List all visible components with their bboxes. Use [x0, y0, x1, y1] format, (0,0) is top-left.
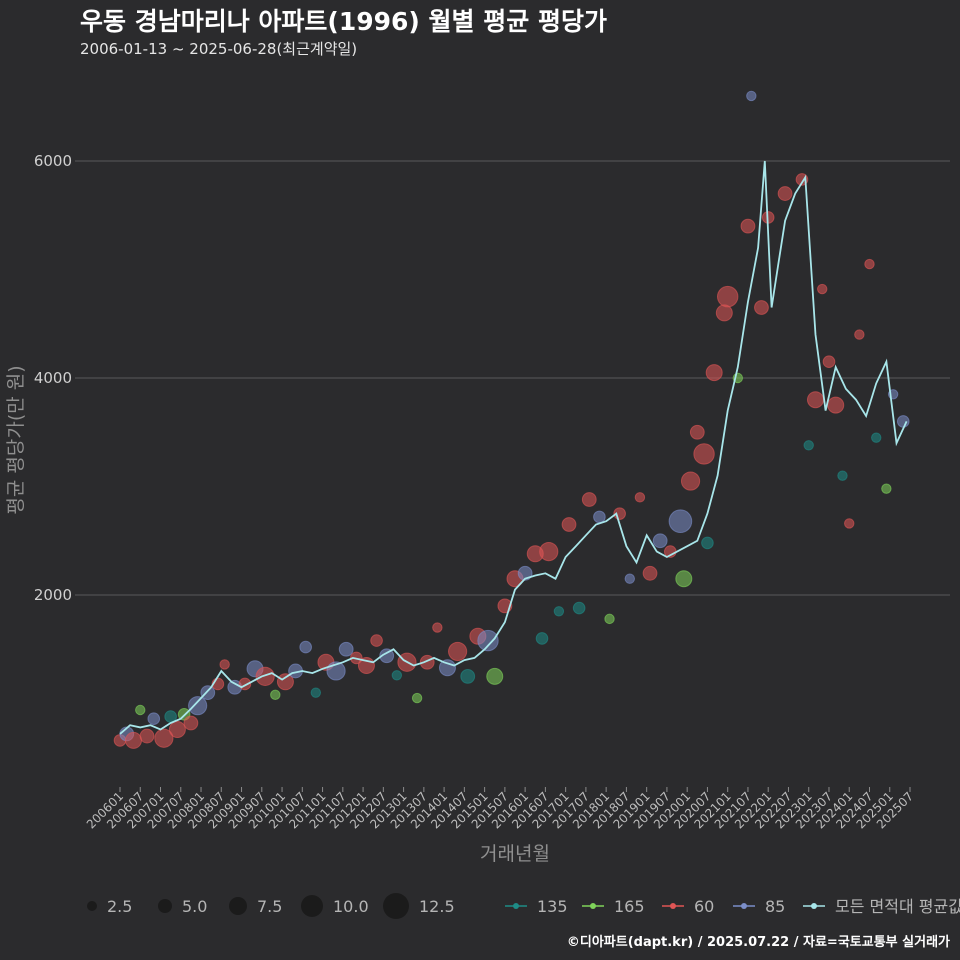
legend-point-swatch [513, 903, 519, 909]
data-point-85 [338, 641, 354, 657]
data-point-85 [746, 90, 757, 102]
data-point-60 [448, 641, 468, 662]
data-point-165 [486, 667, 504, 685]
chart-title: 우동 경남마리나 아파트(1996) 월별 평균 평당가 [80, 7, 607, 36]
data-point-85 [593, 510, 606, 524]
legend-series-label: 165 [614, 897, 645, 916]
data-point-60 [634, 492, 646, 503]
legend-size-circle [301, 895, 323, 917]
legend-point-swatch [670, 903, 676, 909]
data-point-165 [675, 570, 693, 588]
y-axis-title: 평균 평당가(만 원) [5, 365, 27, 514]
data-point-85 [668, 509, 693, 534]
data-point-60 [689, 424, 705, 440]
data-point-60 [806, 391, 824, 409]
legend-size-label: 7.5 [257, 897, 282, 916]
legend-series-label: 모든 면적대 평균값 [835, 897, 960, 916]
data-point-135 [572, 601, 586, 615]
data-point-60 [432, 622, 443, 633]
legend-point-swatch [811, 903, 817, 909]
data-point-60 [693, 443, 715, 465]
data-point-60 [642, 565, 658, 581]
data-point-60 [854, 329, 865, 340]
data-point-135 [701, 536, 714, 550]
data-point-135 [460, 668, 476, 684]
data-point-165 [881, 483, 892, 494]
data-point-60 [777, 186, 793, 201]
series-line-average [119, 160, 908, 735]
data-point-60 [827, 396, 845, 414]
data-point-60 [168, 721, 186, 739]
y-tick-label: 6000 [34, 152, 72, 170]
data-point-135 [391, 670, 403, 681]
data-point-60 [370, 634, 383, 647]
data-point-60 [255, 666, 275, 686]
data-point-60 [864, 258, 875, 270]
data-point-165 [411, 692, 423, 704]
data-point-85 [188, 696, 208, 716]
data-point-165 [604, 613, 615, 625]
data-point-60 [740, 218, 756, 234]
data-point-85 [379, 648, 395, 664]
data-point-60 [139, 728, 155, 744]
data-point-135 [837, 470, 848, 481]
legend-size-circle [158, 899, 172, 913]
data-point-60 [219, 659, 230, 670]
y-tick-labels: 2000 4000 6000 [34, 152, 72, 604]
data-point-60 [125, 731, 143, 749]
data-point-60 [754, 300, 769, 315]
grid-lines [75, 160, 950, 596]
data-point-85 [896, 415, 910, 428]
data-point-135 [535, 632, 549, 645]
scatter-points [113, 90, 910, 749]
y-tick-label: 2000 [34, 586, 72, 604]
data-point-60 [561, 517, 577, 532]
data-point-85 [477, 629, 499, 652]
data-point-60 [183, 715, 199, 731]
legend-series-label: 60 [694, 897, 714, 916]
x-tick-labels: 2006012006072007012007072008012008072009… [84, 787, 916, 832]
data-point-135 [871, 432, 882, 443]
data-point-165 [270, 689, 281, 701]
data-point-60 [715, 304, 733, 322]
data-point-60 [581, 492, 597, 507]
legend-point-swatch [741, 903, 747, 909]
data-point-135 [553, 606, 565, 617]
legend-point-swatch [590, 903, 596, 909]
data-point-85 [200, 685, 216, 701]
data-point-60 [154, 728, 174, 748]
data-point-60 [705, 364, 723, 382]
data-point-85 [624, 573, 635, 584]
legend-size-label: 2.5 [107, 897, 132, 916]
data-point-60 [680, 471, 701, 491]
data-point-135 [803, 440, 814, 451]
average-line-layer [119, 160, 908, 735]
data-point-60 [844, 518, 855, 529]
data-point-60 [539, 542, 559, 562]
legend-series-label: 85 [765, 897, 785, 916]
data-point-135 [310, 687, 322, 698]
legend-series-label: 135 [537, 897, 568, 916]
legend-size-label: 10.0 [333, 897, 369, 916]
data-point-85 [147, 712, 161, 725]
data-point-85 [652, 533, 668, 549]
legend-size-circle [229, 897, 247, 915]
legend: 2.5 5.0 7.5 10.0 12.5 135 165 60 85 모든 면적대 평균값 [87, 893, 960, 919]
data-point-85 [299, 640, 312, 654]
source-caption: ©디아파트(dapt.kr) / 2025.07.22 / 자료=국토교통부 실… [566, 935, 950, 950]
legend-size-label: 5.0 [182, 897, 207, 916]
data-point-60 [822, 355, 836, 369]
data-point-60 [276, 673, 294, 691]
y-tick-label: 4000 [34, 369, 72, 387]
data-point-165 [135, 704, 146, 716]
data-point-60 [817, 283, 828, 295]
x-axis-title: 거래년월 [480, 843, 550, 865]
legend-size-circle [383, 893, 409, 919]
legend-size-label: 12.5 [419, 897, 455, 916]
chart-subtitle: 2006-01-13 ~ 2025-06-28(최근계약일) [80, 40, 358, 58]
legend-size-circle [87, 901, 97, 911]
data-point-60 [716, 285, 739, 308]
